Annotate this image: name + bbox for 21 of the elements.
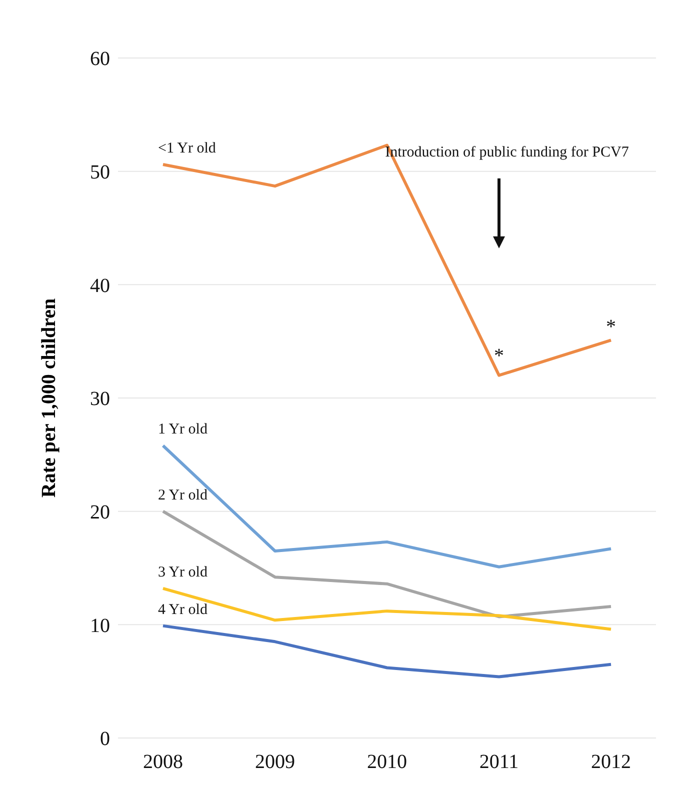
x-tick-label: 2010 bbox=[367, 751, 407, 774]
x-tick-label: 2008 bbox=[143, 751, 183, 774]
y-tick-label: 60 bbox=[90, 48, 110, 70]
y-axis-title: Rate per 1,000 children bbox=[38, 298, 60, 498]
series-label: 4 Yr old bbox=[158, 602, 208, 618]
y-tick-label: 10 bbox=[90, 614, 110, 637]
line-series bbox=[162, 624, 612, 678]
annotation: * bbox=[494, 344, 504, 367]
y-tick-label: 50 bbox=[90, 161, 110, 184]
series-label: <1 Yr old bbox=[158, 140, 216, 157]
x-tick-label: 2011 bbox=[479, 751, 519, 774]
y-tick-label: 20 bbox=[90, 501, 110, 524]
series-label: 1 Yr old bbox=[158, 422, 208, 438]
annotation: * bbox=[606, 316, 616, 338]
y-tick-label: 40 bbox=[90, 274, 110, 297]
series-label: 2 Yr old bbox=[158, 487, 208, 504]
x-tick-label: 2012 bbox=[591, 751, 631, 774]
y-tick-label: 0 bbox=[100, 728, 110, 750]
series-label: 3 Yr old bbox=[158, 564, 208, 580]
x-tick-label: 2009 bbox=[255, 751, 295, 774]
y-tick-label: 30 bbox=[90, 388, 110, 410]
